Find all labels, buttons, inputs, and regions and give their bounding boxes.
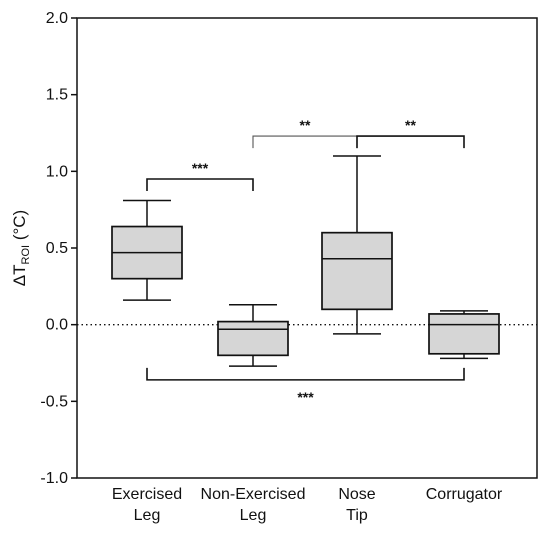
- significance-brackets: ***** *****: [146, 117, 465, 405]
- y-label-unit: (°C): [10, 210, 29, 245]
- y-tick-label: -1.0: [40, 470, 68, 487]
- significance-bracket-2: **: [252, 117, 358, 149]
- category-label-line1: Nose: [338, 486, 375, 503]
- significance-bracket-3: **: [356, 117, 465, 149]
- y-axis-label: ΔTROI (°C): [10, 210, 32, 286]
- iqr-box: [428, 313, 500, 355]
- iqr-box: [217, 320, 289, 357]
- y-tick-label: 1.5: [46, 87, 68, 104]
- significance-bracket-1: ***: [146, 160, 254, 191]
- significance-label: ***: [192, 160, 209, 176]
- box-1: [111, 199, 183, 301]
- category-label-line1: Exercised: [112, 486, 182, 503]
- bracket-line: [356, 135, 465, 149]
- y-tick-label: 2.0: [46, 10, 68, 27]
- box-4: [428, 310, 500, 360]
- category-label-line2: Tip: [346, 507, 368, 524]
- iqr-box: [321, 231, 393, 311]
- bracket-line: [252, 135, 358, 149]
- y-axis: 2.0 1.5 1.0 0.5 0.0 -0.5 -1.0: [40, 10, 77, 487]
- y-tick-label: 0.0: [46, 317, 68, 334]
- y-tick-label: 1.0: [46, 163, 68, 180]
- significance-bracket-4: ***: [146, 367, 465, 405]
- y-label-main: ΔT: [10, 264, 29, 286]
- x-axis-categories: Exercised Leg Non-Exercised Leg Nose Tip Corru…: [112, 486, 503, 524]
- bracket-line: [146, 367, 465, 381]
- bracket-line: [146, 178, 254, 191]
- box-series: [111, 155, 500, 367]
- box-3: [321, 155, 393, 335]
- category-label-line2: Leg: [134, 507, 161, 524]
- category-label-line1: Corrugator: [426, 486, 503, 503]
- y-tick-label: 0.5: [46, 240, 68, 257]
- category-label-line1: Non-Exercised: [201, 486, 306, 503]
- y-label-subscript: ROI: [20, 245, 32, 265]
- box-2: [217, 303, 289, 367]
- significance-label: ***: [297, 389, 314, 405]
- y-tick-label: -0.5: [40, 393, 68, 410]
- significance-label: **: [300, 117, 311, 133]
- category-label-line2: Leg: [240, 507, 267, 524]
- significance-label: **: [405, 117, 416, 133]
